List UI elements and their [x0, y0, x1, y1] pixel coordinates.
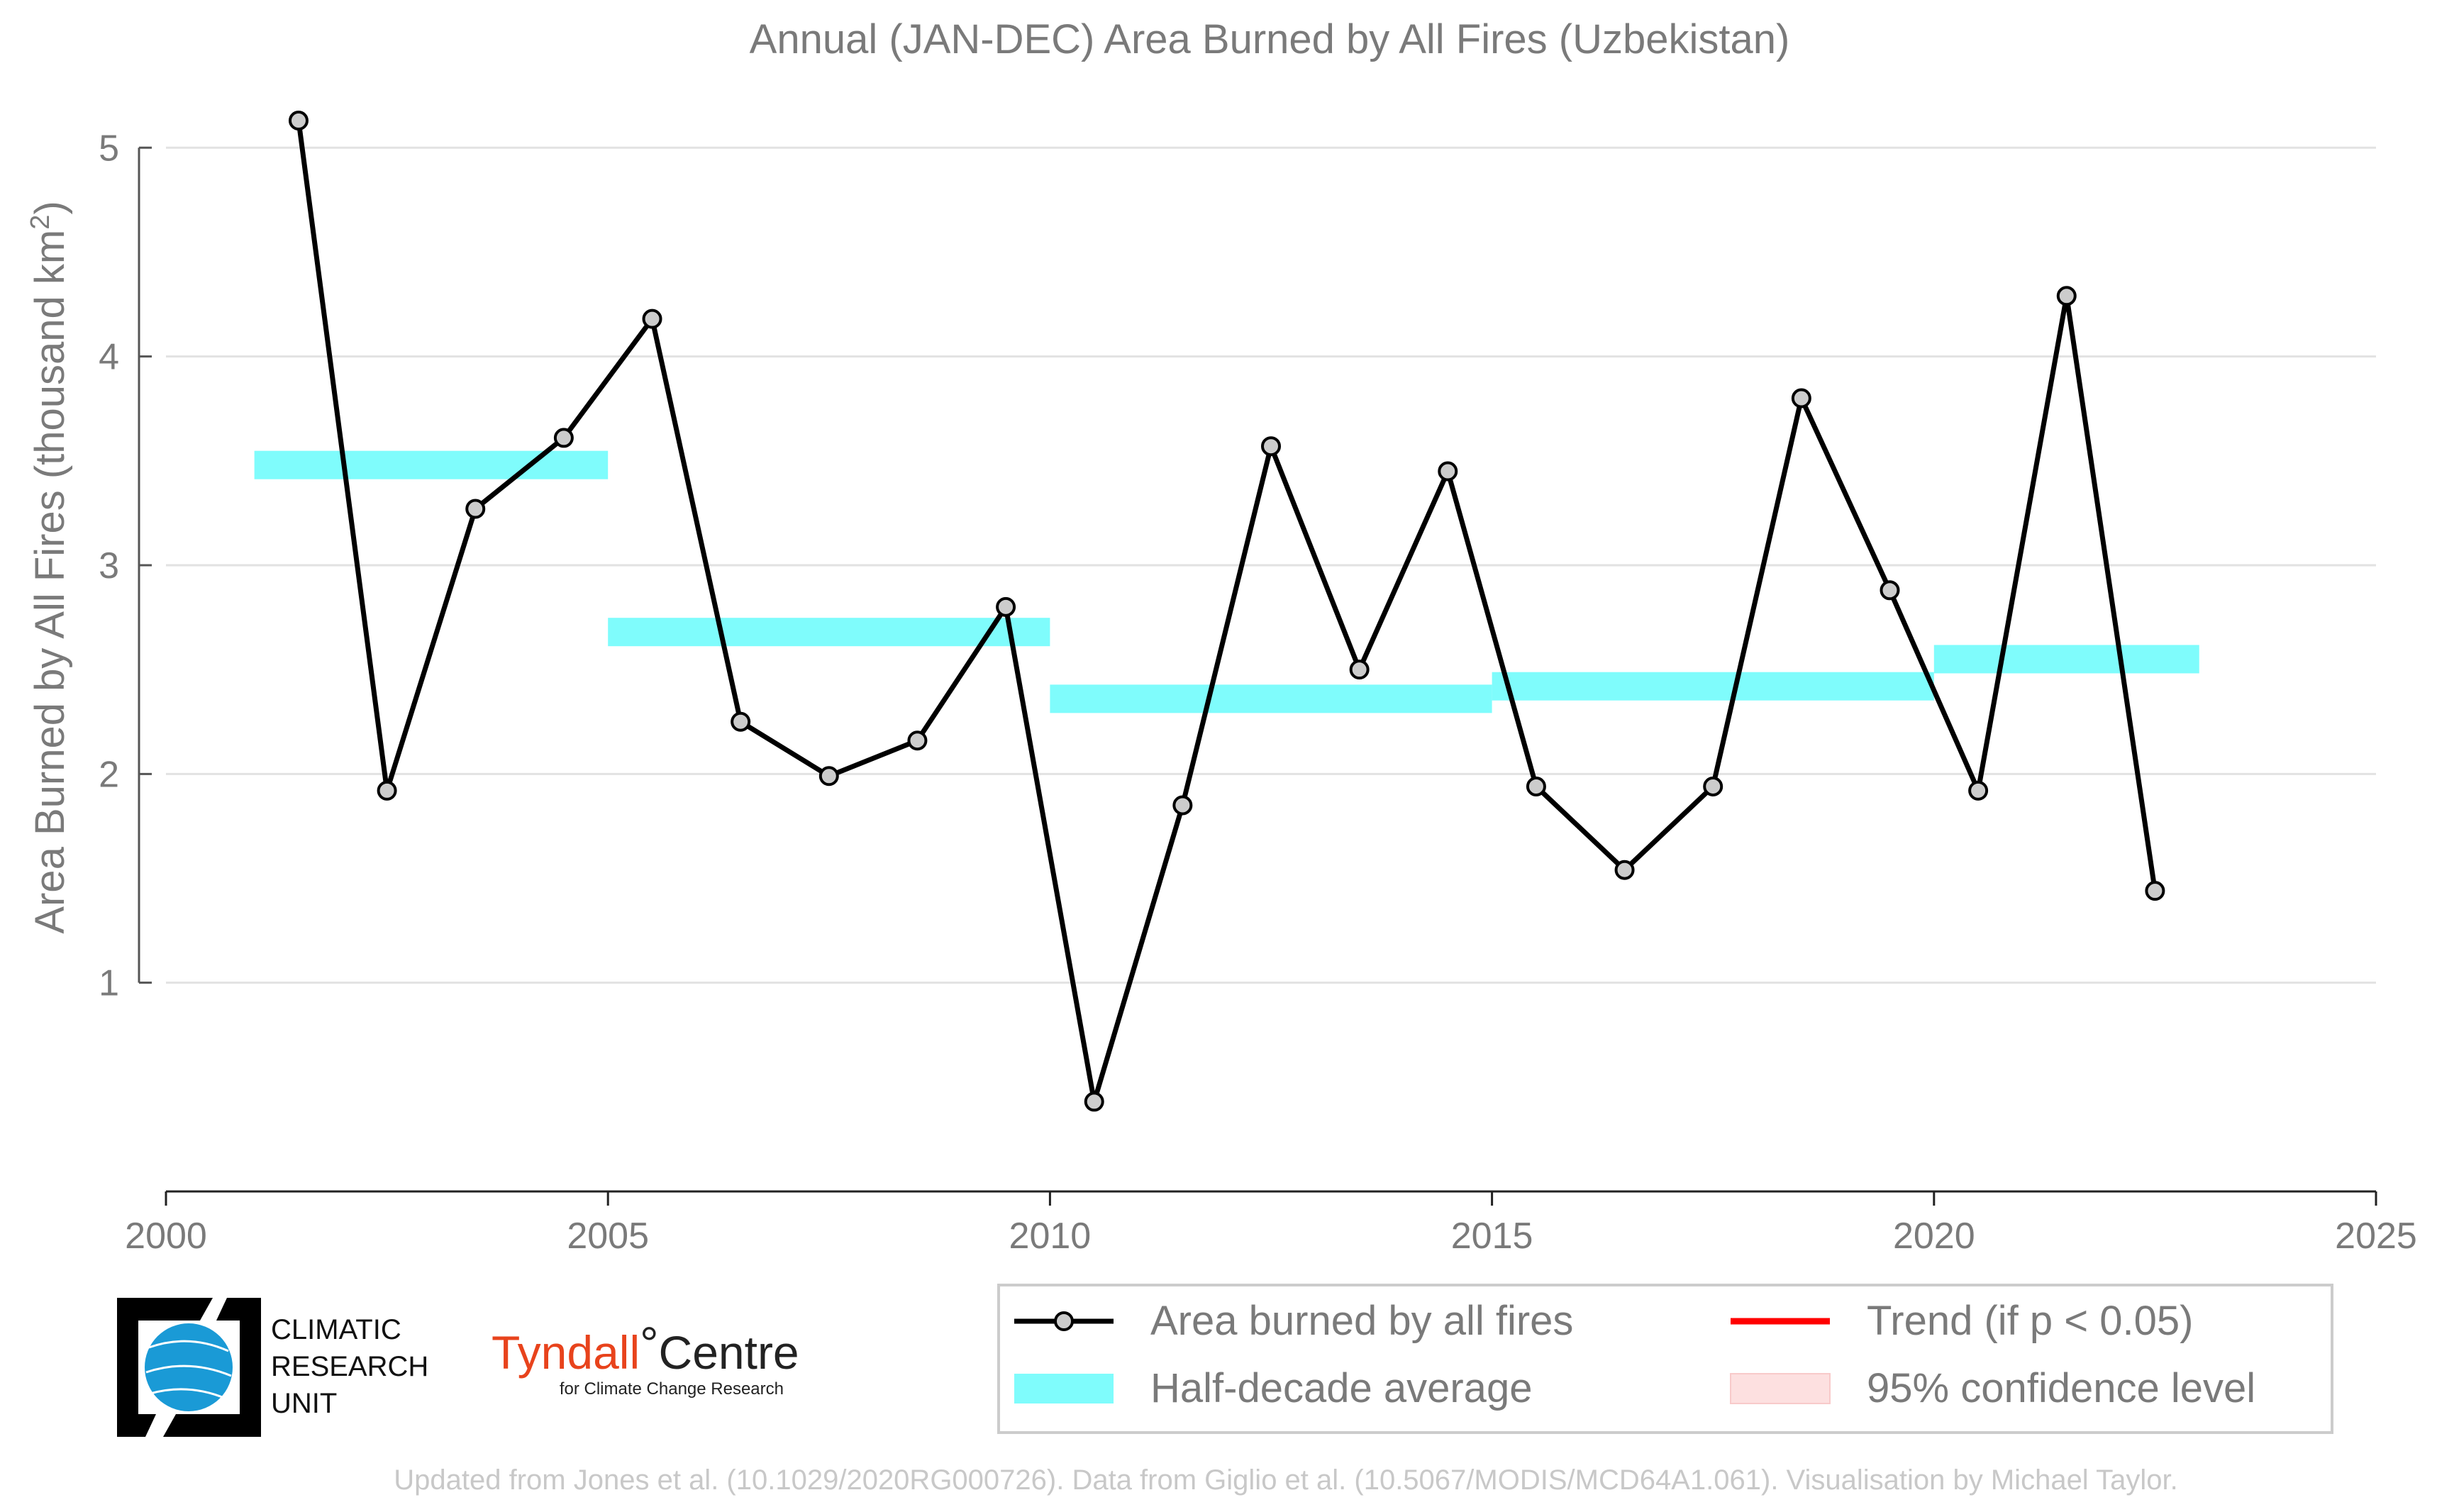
series-markers: [288, 111, 2165, 1112]
half-decade-average-bar: [1050, 684, 1492, 713]
data-point: [642, 308, 662, 329]
data-point: [553, 428, 574, 448]
gridlines: [166, 146, 2376, 984]
legend-label-average: Half-decade average: [1150, 1365, 1532, 1411]
y-axis-label: Area Burned by All Fires (thousand km2): [26, 201, 73, 933]
x-tick-label: 2025: [2335, 1216, 2417, 1257]
data-point: [1261, 436, 1281, 457]
cru-logo-frame-right: [163, 1298, 261, 1437]
data-point: [1438, 461, 1458, 482]
data-point: [1968, 780, 1989, 801]
data-point: [1084, 1091, 1104, 1112]
y-axis-label-end: ): [27, 201, 73, 214]
y-tick-label: 5: [99, 128, 119, 169]
half-decade-average-bands: [254, 450, 2199, 713]
legend-swatch-confidence: [1730, 1373, 1831, 1404]
tyndall-logo-degree: °: [640, 1317, 658, 1369]
data-point: [1526, 776, 1546, 796]
data-point: [1614, 860, 1635, 880]
data-point: [996, 596, 1016, 617]
footer-credit: Updated from Jones et al. (10.1029/2020R…: [394, 1464, 2177, 1496]
y-axis-label-sup: 2: [26, 215, 55, 230]
x-tick-label: 2000: [125, 1216, 207, 1257]
y-tick-label: 4: [99, 337, 119, 378]
legend-label-trend: Trend (if p < 0.05): [1867, 1298, 2193, 1344]
x-tick-label: 2005: [567, 1216, 649, 1257]
y-tick-label: 3: [99, 545, 119, 587]
data-point: [818, 766, 839, 786]
legend-swatch-marker: [1054, 1311, 1074, 1331]
series-line-path: [296, 120, 2158, 1104]
cru-logo: CLIMATIC RESEARCH UNIT: [117, 1298, 428, 1437]
axes: 1 2 3 4 5 2000 2005 2010 2015 2020 2025: [99, 128, 2417, 1257]
x-tick-label: 2010: [1009, 1216, 1092, 1257]
globe-icon: [145, 1323, 233, 1411]
x-tick-label: 2020: [1893, 1216, 1975, 1257]
half-decade-average-bar: [254, 450, 609, 479]
tyndall-logo: Tyndall°Centre for Climate Change Resear…: [492, 1317, 799, 1399]
half-decade-average-bar: [1492, 672, 1934, 701]
legend-frame: [997, 1284, 2333, 1434]
tyndall-logo-centre: Centre: [659, 1326, 799, 1379]
cru-logo-line1: CLIMATIC: [271, 1314, 401, 1345]
series-line: [296, 120, 2158, 1104]
globe-icon-lines: [145, 1340, 232, 1400]
x-tick-label: 2015: [1451, 1216, 1533, 1257]
y-axis-label-main: Area Burned by All Fires (thousand km: [27, 230, 73, 934]
cru-logo-line2: RESEARCH: [271, 1351, 428, 1382]
y-tick-label: 2: [99, 754, 119, 795]
cru-logo-line3: UNIT: [271, 1388, 337, 1419]
y-tick-label: 1: [99, 963, 119, 1004]
legend: Area burned by all fires Trend (if p < 0…: [997, 1284, 2333, 1434]
data-point: [465, 499, 486, 519]
data-point: [1349, 660, 1370, 680]
data-point: [907, 730, 928, 751]
data-point: [1880, 580, 1900, 601]
data-point: [2145, 881, 2165, 901]
tyndall-logo-text: Tyndall°Centre: [492, 1317, 799, 1379]
legend-swatch-average: [1014, 1374, 1114, 1403]
data-point: [288, 111, 309, 131]
tyndall-logo-main: Tyndall: [492, 1326, 640, 1379]
legend-label-series: Area burned by all fires: [1150, 1298, 1573, 1344]
data-point: [377, 780, 397, 801]
data-point: [1172, 795, 1193, 816]
half-decade-average-bar: [608, 618, 1050, 647]
data-point: [2056, 286, 2077, 306]
half-decade-average-bar: [1933, 645, 2199, 674]
data-point: [1791, 388, 1811, 408]
data-point: [1703, 776, 1723, 796]
chart-title: Annual (JAN-DEC) Area Burned by All Fire…: [750, 16, 1790, 62]
data-point: [731, 711, 751, 732]
tyndall-logo-sub: for Climate Change Research: [560, 1379, 784, 1399]
legend-label-confidence: 95% confidence level: [1867, 1365, 2255, 1411]
cru-logo-frame: [117, 1298, 213, 1437]
